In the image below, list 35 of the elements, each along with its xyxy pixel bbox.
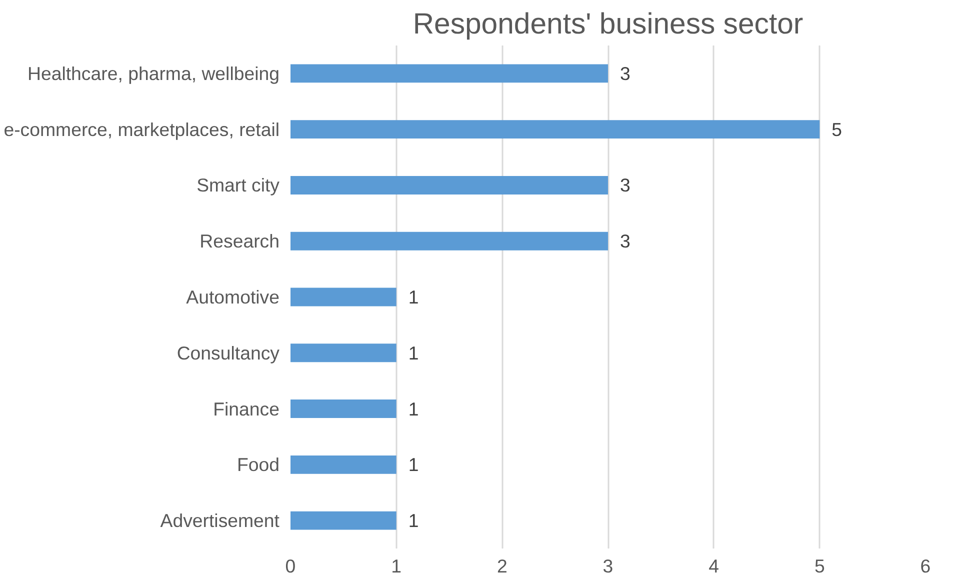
data-label: 1 xyxy=(408,342,419,364)
data-label: 1 xyxy=(408,398,419,420)
data-label: 3 xyxy=(620,62,630,84)
bar xyxy=(290,400,396,418)
bar xyxy=(290,176,608,194)
bar xyxy=(290,120,820,139)
bar xyxy=(290,511,396,530)
data-label: 1 xyxy=(408,286,419,308)
chart-title: Respondents' business sector xyxy=(412,8,804,40)
data-label: 3 xyxy=(620,230,630,252)
y-tick-label: Smart city xyxy=(196,174,280,196)
bar xyxy=(290,344,396,362)
bar xyxy=(290,232,608,250)
x-tick-label: 0 xyxy=(285,556,296,576)
bar xyxy=(290,288,396,306)
y-tick-label: Finance xyxy=(213,398,280,420)
y-tick-label: Advertisement xyxy=(160,510,280,532)
data-label: 3 xyxy=(620,174,630,196)
bar xyxy=(290,455,396,474)
y-tick-label: Consultancy xyxy=(176,342,280,364)
y-tick-label: Food xyxy=(236,454,280,476)
x-tick-label: 6 xyxy=(920,556,931,576)
bar xyxy=(290,64,608,83)
x-tick-label: 2 xyxy=(496,556,508,576)
data-label: 1 xyxy=(408,454,419,476)
y-tick-label: Research xyxy=(200,230,280,252)
y-tick-label: Automotive xyxy=(186,286,280,308)
x-tick-label: 4 xyxy=(708,556,720,576)
x-tick-label: 3 xyxy=(602,556,614,576)
x-tick-label: 1 xyxy=(391,556,402,576)
data-label: 1 xyxy=(408,510,419,532)
y-tick-label: e-commerce, marketplaces, retail xyxy=(4,118,280,140)
x-tick-label: 5 xyxy=(814,556,825,576)
data-label: 5 xyxy=(832,118,842,140)
y-tick-label: Healthcare, pharma, wellbeing xyxy=(28,62,280,84)
